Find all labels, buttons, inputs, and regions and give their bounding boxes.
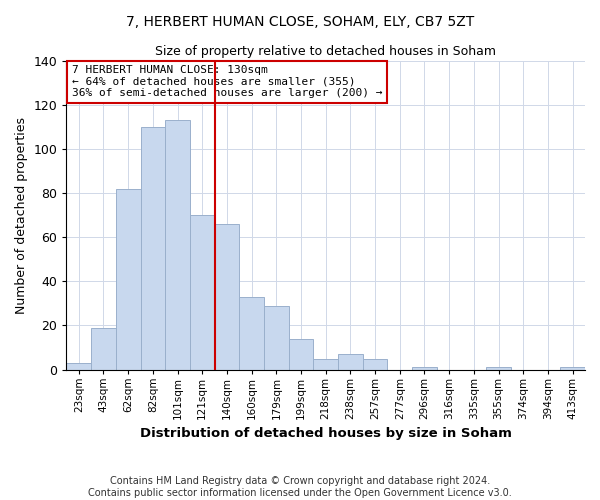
Y-axis label: Number of detached properties: Number of detached properties	[15, 116, 28, 314]
Bar	[165, 120, 190, 370]
Bar	[560, 368, 585, 370]
Text: Contains HM Land Registry data © Crown copyright and database right 2024.
Contai: Contains HM Land Registry data © Crown c…	[88, 476, 512, 498]
Bar	[91, 328, 116, 370]
Bar	[289, 338, 313, 370]
Bar	[412, 368, 437, 370]
X-axis label: Distribution of detached houses by size in Soham: Distribution of detached houses by size …	[140, 427, 512, 440]
Bar	[338, 354, 363, 370]
Bar	[486, 368, 511, 370]
Bar	[190, 215, 215, 370]
Bar	[363, 358, 388, 370]
Text: 7, HERBERT HUMAN CLOSE, SOHAM, ELY, CB7 5ZT: 7, HERBERT HUMAN CLOSE, SOHAM, ELY, CB7 …	[126, 15, 474, 29]
Bar	[264, 306, 289, 370]
Bar	[116, 188, 140, 370]
Title: Size of property relative to detached houses in Soham: Size of property relative to detached ho…	[155, 45, 496, 58]
Bar	[313, 358, 338, 370]
Bar	[140, 127, 165, 370]
Bar	[67, 363, 91, 370]
Text: 7 HERBERT HUMAN CLOSE: 130sqm
← 64% of detached houses are smaller (355)
36% of : 7 HERBERT HUMAN CLOSE: 130sqm ← 64% of d…	[71, 65, 382, 98]
Bar	[215, 224, 239, 370]
Bar	[239, 297, 264, 370]
